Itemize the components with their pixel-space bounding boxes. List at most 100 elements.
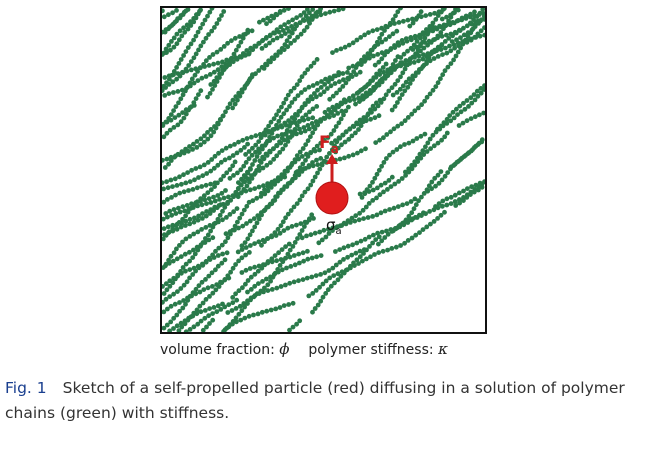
chain-bead <box>171 315 177 321</box>
chain-bead <box>276 190 281 196</box>
chain-bead <box>304 24 310 30</box>
chain-bead <box>212 198 218 204</box>
chain-bead <box>379 50 385 56</box>
chain-bead <box>387 207 392 212</box>
chain-bead <box>277 150 283 155</box>
chain-bead <box>236 258 241 264</box>
chain-bead <box>279 187 285 193</box>
chain-bead <box>244 183 250 189</box>
chain-bead <box>168 47 173 53</box>
chain-bead <box>268 181 274 187</box>
chain-bead <box>375 185 380 191</box>
chain-bead <box>203 259 209 265</box>
chain-bead <box>222 257 228 263</box>
chain-bead <box>348 265 353 271</box>
chain-bead <box>260 154 265 160</box>
chain-bead <box>281 228 287 234</box>
chain-bead <box>254 154 260 159</box>
chain-bead <box>186 188 191 193</box>
chain-bead <box>469 184 474 190</box>
chain-bead <box>430 87 436 93</box>
chain-bead <box>461 32 467 38</box>
chain-bead <box>248 297 253 303</box>
chain-bead <box>364 256 369 262</box>
chain-bead <box>178 269 183 274</box>
chain-bead <box>251 312 256 318</box>
chain-bead <box>207 91 213 96</box>
chain-bead <box>245 301 250 306</box>
chain-bead <box>211 165 217 171</box>
chain-bead <box>304 220 310 225</box>
chain-bead <box>468 95 474 101</box>
chain-bead <box>297 149 303 155</box>
chain-bead <box>391 205 397 211</box>
chain-bead <box>277 263 283 268</box>
chain-bead <box>312 13 318 19</box>
chain-bead <box>228 269 233 275</box>
chain-bead <box>248 274 254 280</box>
chain-bead <box>317 284 322 290</box>
chain-bead <box>413 51 418 57</box>
chain-bead <box>401 220 407 225</box>
chain-bead <box>346 153 352 159</box>
chain-bead <box>371 53 376 59</box>
chain-bead <box>260 165 266 171</box>
chain-bead <box>443 45 448 51</box>
chain-bead <box>200 211 205 217</box>
chain-bead <box>230 300 236 306</box>
chain-bead <box>416 58 421 64</box>
chain-bead <box>482 32 485 38</box>
chain-bead <box>246 156 252 162</box>
figure-panel: Fa σa <box>160 6 487 334</box>
chain-bead <box>269 256 275 262</box>
chain-bead <box>298 31 304 37</box>
chain-bead <box>245 80 251 86</box>
chain-bead <box>219 148 225 154</box>
chain-bead <box>263 43 269 49</box>
chain-bead <box>164 179 169 185</box>
chain-bead <box>395 78 401 83</box>
chain-bead <box>445 64 451 70</box>
chain-bead <box>315 170 320 176</box>
chain-bead <box>230 321 235 327</box>
chain-bead <box>238 317 244 323</box>
chain-bead <box>203 182 209 188</box>
chain-bead <box>428 221 433 227</box>
chain-bead <box>206 313 211 319</box>
chain-bead <box>246 199 252 205</box>
chain-bead <box>332 107 338 113</box>
chain-bead <box>398 243 403 248</box>
chain-bead <box>325 287 331 293</box>
chain-bead <box>284 38 290 44</box>
chain-bead <box>188 23 194 28</box>
chain-bead <box>211 69 217 75</box>
chain-bead <box>413 232 419 238</box>
chain-bead <box>320 294 326 300</box>
chain-bead <box>292 159 298 165</box>
chain-bead <box>433 17 439 22</box>
chain-bead <box>340 84 346 89</box>
chain-bead <box>477 112 482 118</box>
chain-bead <box>261 17 266 23</box>
chain-bead <box>274 285 280 291</box>
chain-bead <box>370 179 375 185</box>
chain-bead <box>353 130 358 136</box>
chain-bead <box>410 216 416 222</box>
chain-bead <box>384 228 389 234</box>
chain-bead <box>313 288 319 293</box>
chain-bead <box>363 146 368 152</box>
chain-bead <box>403 169 408 175</box>
chain-bead <box>245 30 251 35</box>
chain-bead <box>415 155 420 161</box>
chain-bead <box>343 80 349 86</box>
chain-bead <box>223 231 229 237</box>
chain-bead <box>416 70 421 75</box>
chain-bead <box>202 197 208 203</box>
chain-bead <box>210 52 216 57</box>
chain-bead <box>295 236 300 241</box>
chain-bead <box>259 265 265 271</box>
chain-bead <box>371 44 377 50</box>
chain-bead <box>180 70 186 76</box>
chain-bead <box>249 173 254 179</box>
chain-bead <box>231 194 236 200</box>
